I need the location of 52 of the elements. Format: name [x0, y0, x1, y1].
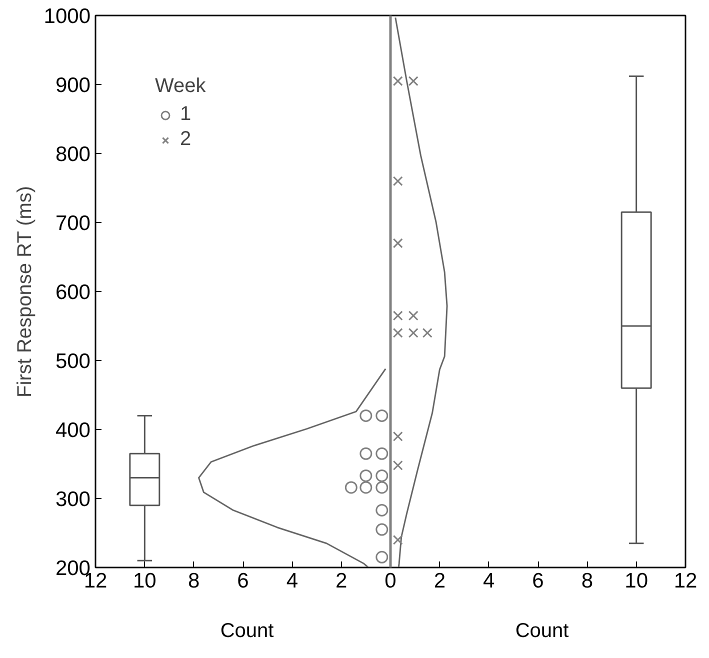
- x-tick-label: 12: [674, 570, 698, 592]
- y-tick-label: 300: [55, 488, 91, 511]
- point: [360, 447, 372, 460]
- legend-title: Week: [155, 75, 206, 98]
- x-tick-label: 2: [434, 570, 446, 592]
- y-tick-label: 900: [55, 74, 91, 97]
- x-axis-title: Count: [219, 619, 275, 644]
- y-tick-label: 600: [55, 281, 91, 304]
- point: [392, 310, 403, 321]
- x-tick-label: 4: [286, 570, 298, 592]
- point: [422, 328, 432, 338]
- x-tick-label: 0: [384, 570, 396, 592]
- y-tick-label: 400: [55, 419, 91, 442]
- point: [376, 550, 388, 564]
- x-tick-label: 6: [532, 570, 544, 592]
- line-series: [198, 368, 386, 568]
- point: [360, 469, 372, 482]
- legend-label: 1: [180, 103, 192, 126]
- x-tick-label: 4: [482, 570, 495, 592]
- point: [408, 328, 418, 338]
- y-tick-label: 1000: [44, 5, 90, 28]
- point: [360, 481, 372, 494]
- point: [392, 431, 403, 442]
- x-tick-label: 10: [624, 570, 648, 592]
- legend-label: 2: [180, 128, 192, 151]
- y-tick-label: 500: [55, 350, 91, 373]
- line-series: [394, 16, 448, 568]
- point: [376, 523, 388, 536]
- point: [376, 481, 388, 494]
- point: [392, 460, 403, 470]
- x-tick-label: 6: [237, 570, 249, 592]
- point: [376, 409, 388, 422]
- point: [376, 504, 388, 516]
- x-tick-label: 10: [132, 570, 156, 592]
- point: [392, 176, 403, 186]
- x-tick-label: 8: [188, 570, 200, 592]
- x-tick-label: 8: [581, 570, 594, 592]
- point: [376, 469, 388, 482]
- point: [360, 409, 372, 422]
- y-tick-label: 800: [55, 143, 91, 166]
- y-tick-label: 700: [55, 212, 91, 235]
- point: [408, 310, 418, 321]
- x-tick-label: 2: [335, 570, 348, 592]
- point: [408, 76, 418, 86]
- text: Count: [515, 620, 569, 642]
- point: [392, 76, 403, 86]
- y-axis-title: First Response RT (ms): [14, 186, 36, 398]
- point: [344, 481, 358, 494]
- point: [392, 328, 403, 338]
- point: [376, 447, 388, 460]
- point: [392, 238, 403, 248]
- point: [392, 534, 403, 545]
